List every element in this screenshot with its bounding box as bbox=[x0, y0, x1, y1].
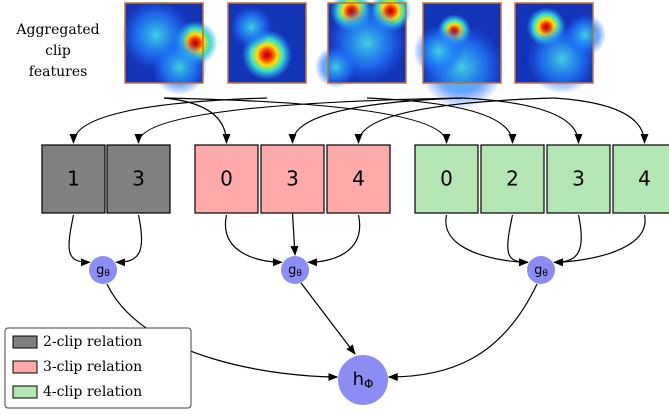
features-label: features bbox=[29, 64, 88, 80]
aggregate-arrow bbox=[106, 283, 339, 381]
feature-arrow bbox=[366, 97, 517, 144]
feature-arrow bbox=[288, 97, 463, 144]
clip-index: 4 bbox=[352, 167, 365, 191]
heatmap-blob bbox=[413, 25, 464, 77]
clip-index: 3 bbox=[132, 167, 145, 191]
legend-swatch bbox=[12, 335, 38, 349]
g-node-label: gθ bbox=[96, 263, 110, 279]
clip-box bbox=[326, 144, 391, 214]
clip-index: 3 bbox=[286, 167, 299, 191]
g-subscript: θ bbox=[104, 269, 110, 279]
feature-arrow bbox=[163, 97, 451, 144]
g-symbol: g bbox=[534, 263, 542, 278]
feature-heatmap bbox=[314, 0, 412, 88]
legend-label: 4-clip relation bbox=[43, 384, 142, 400]
relation-arrow bbox=[553, 214, 582, 267]
legend-swatch bbox=[12, 385, 38, 399]
heatmap-border bbox=[514, 2, 594, 84]
legend-frame bbox=[4, 327, 192, 409]
relation-arrow bbox=[290, 212, 299, 256]
feature-arrow bbox=[354, 97, 555, 144]
clip-box bbox=[546, 144, 611, 214]
relation-arrow bbox=[507, 214, 529, 267]
h-symbol: h bbox=[353, 369, 364, 390]
feature-heatmap bbox=[227, 2, 307, 84]
relation-arrow bbox=[445, 214, 529, 267]
feature-arrow bbox=[69, 97, 268, 144]
g-subscript: θ bbox=[296, 269, 302, 279]
clip-index: 4 bbox=[638, 167, 651, 191]
relation-arrow bbox=[224, 214, 283, 267]
clip-index: 3 bbox=[572, 167, 585, 191]
h-node-label: hΦ bbox=[353, 369, 374, 391]
relation-arrow bbox=[115, 214, 143, 267]
feature-arrow bbox=[134, 97, 463, 144]
g-node-label: gθ bbox=[288, 263, 302, 279]
g-symbol: g bbox=[288, 263, 296, 278]
feature-heatmap bbox=[121, 0, 218, 95]
feature-heatmap bbox=[413, 2, 504, 109]
legend-label: 2-clip relation bbox=[43, 334, 142, 350]
heatmap-border bbox=[227, 2, 307, 84]
clip-index: 0 bbox=[220, 167, 233, 191]
g-node bbox=[281, 256, 309, 284]
clip-index: 2 bbox=[506, 167, 519, 191]
relation-arrow bbox=[553, 214, 646, 267]
heatmap-blob bbox=[230, 6, 273, 48]
relation-arrow bbox=[307, 214, 361, 267]
heatmap-blob bbox=[314, 46, 357, 88]
g-subscript: θ bbox=[542, 269, 548, 279]
legend-label: 3-clip relation bbox=[43, 359, 142, 375]
heatmap-blob bbox=[564, 14, 607, 56]
relation-arrow bbox=[68, 214, 91, 267]
legend: 2-clip relation 3-clip relation 4-clip rel… bbox=[4, 327, 192, 409]
clip-index: 1 bbox=[67, 167, 80, 191]
g-node bbox=[89, 256, 117, 284]
feature-arrow bbox=[163, 97, 231, 144]
clip-box bbox=[612, 144, 669, 214]
clip-index: 0 bbox=[440, 167, 453, 191]
clip-box bbox=[260, 144, 325, 214]
features-label: clip bbox=[45, 43, 71, 59]
heatmap-border bbox=[327, 2, 407, 84]
features-label: Aggregated bbox=[15, 22, 99, 38]
feature-heatmap bbox=[514, 2, 607, 94]
clip-box bbox=[414, 144, 479, 214]
g-node bbox=[527, 256, 555, 284]
g-node-label: gθ bbox=[534, 263, 548, 279]
aggregate-arrow bbox=[300, 282, 356, 355]
feature-arrow bbox=[553, 97, 649, 144]
h-subscript: Φ bbox=[364, 377, 373, 391]
heatmap-border bbox=[124, 2, 204, 84]
clip-box bbox=[194, 144, 259, 214]
aggregate-arrow bbox=[387, 283, 538, 381]
g-symbol: g bbox=[96, 263, 104, 278]
h-node bbox=[338, 355, 388, 405]
heatmap-blob bbox=[151, 39, 208, 95]
clip-box bbox=[106, 144, 171, 214]
clip-box bbox=[41, 144, 106, 214]
clip-box bbox=[480, 144, 545, 214]
legend-swatch bbox=[12, 360, 38, 374]
feature-arrow bbox=[461, 97, 583, 144]
heatmap-border bbox=[422, 2, 502, 84]
